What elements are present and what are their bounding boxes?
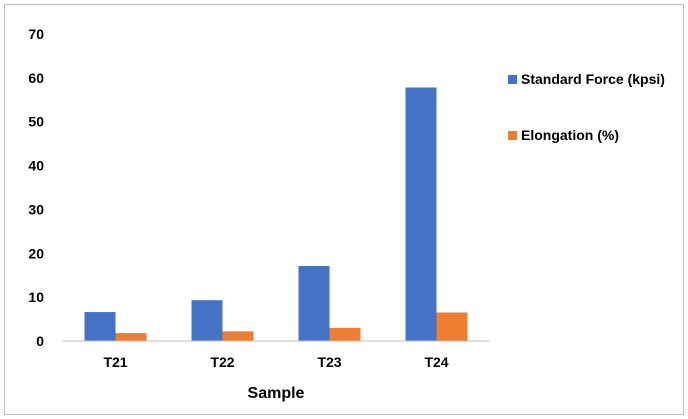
bar-elongation-t22	[222, 331, 254, 341]
bar-elongation-t21	[115, 333, 147, 341]
x-axis-title: Sample	[248, 385, 305, 402]
x-axis-ticks: T21 T22 T23 T24	[103, 354, 448, 370]
legend-swatch	[508, 131, 517, 140]
legend-label: Standard Force (kpsi)	[521, 71, 665, 87]
x-tick-label: T21	[103, 354, 127, 370]
bar-standard-force-t22	[191, 300, 223, 341]
y-tick-label: 40	[28, 158, 44, 174]
y-tick-label: 30	[28, 201, 44, 217]
bars	[84, 87, 468, 342]
y-tick-label: 10	[28, 289, 44, 305]
x-tick-label: T22	[210, 354, 234, 370]
x-tick-label: T24	[424, 354, 448, 370]
y-tick-label: 50	[28, 114, 44, 130]
legend-label: Elongation (%)	[521, 127, 619, 143]
y-axis-ticks: 0 10 20 30 40 50 60 70	[28, 26, 44, 349]
y-tick-label: 70	[28, 26, 44, 42]
y-tick-label: 20	[28, 245, 44, 261]
bar-elongation-t23	[329, 327, 361, 341]
bar-standard-force-t21	[84, 312, 116, 341]
x-tick-label: T23	[317, 354, 341, 370]
legend: Standard Force (kpsi) Elongation (%)	[508, 71, 665, 143]
legend-swatch	[508, 75, 517, 84]
y-tick-label: 60	[28, 70, 44, 86]
bar-standard-force-t24	[405, 87, 437, 342]
y-tick-label: 0	[36, 333, 44, 349]
bar-standard-force-t23	[298, 266, 330, 341]
bar-elongation-t24	[436, 312, 468, 341]
chart-frame	[4, 4, 684, 415]
